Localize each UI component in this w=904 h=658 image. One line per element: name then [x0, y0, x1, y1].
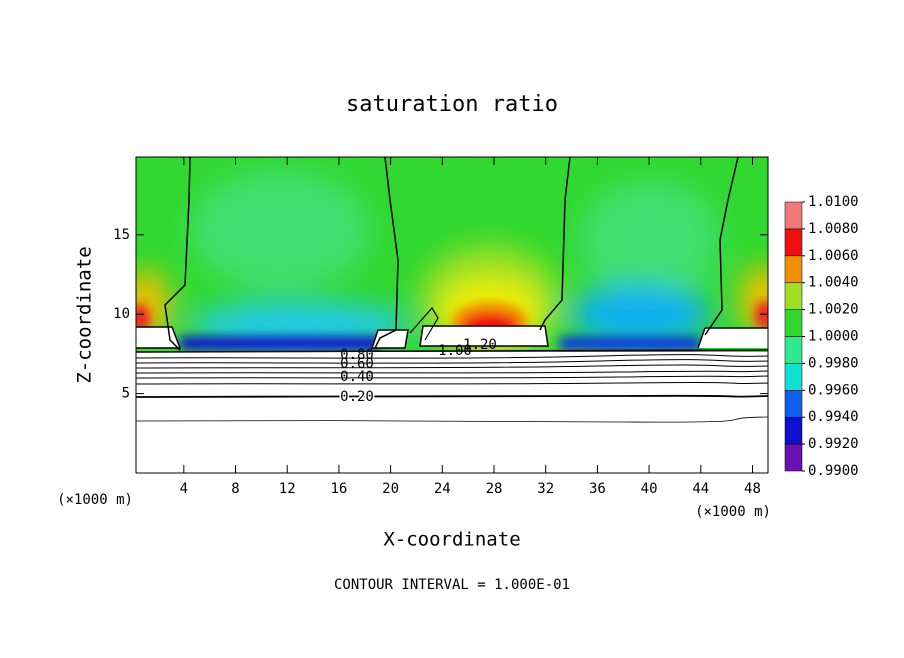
colorbar-tick-label: 1.0060	[808, 248, 859, 264]
x-tick-label: 36	[589, 481, 606, 497]
colorbar-tick-label: 1.0040	[808, 275, 859, 291]
contour-label: 1.20	[463, 337, 497, 353]
colorbar-swatch	[784, 228, 803, 257]
x-axis-title: X-coordinate	[383, 529, 520, 551]
colorbar-swatch	[784, 255, 803, 283]
y-unit-label: (×1000 m)	[695, 504, 771, 520]
colorbar-swatch	[784, 201, 803, 230]
x-tick-label: 28	[486, 481, 503, 497]
colorbar-tick-label: 0.9900	[808, 463, 859, 479]
y-axis-title: Z-coordinate	[74, 246, 96, 383]
field	[136, 157, 768, 473]
colorbar-swatch	[784, 309, 803, 337]
colorbar-swatch	[784, 282, 803, 310]
colorbar-tick-label: 0.9980	[808, 355, 859, 371]
x-tick-label: 12	[279, 481, 296, 497]
footnote: CONTOUR INTERVAL = 1.000E-01	[334, 577, 570, 593]
x-tick-label: 48	[744, 481, 761, 497]
x-tick-label: 40	[641, 481, 658, 497]
colorbar-tick-label: 0.9920	[808, 436, 859, 452]
colorbar-tick-label: 1.0020	[808, 302, 859, 318]
contour-label: 0.40	[340, 369, 374, 385]
colorbar-swatch	[784, 443, 803, 472]
colorbar-tick-label: 1.0080	[808, 221, 859, 237]
contour-label: 0.20	[340, 389, 374, 405]
x-tick-label: 32	[537, 481, 554, 497]
x-tick-label: 20	[382, 481, 399, 497]
x-tick-label: 16	[330, 481, 347, 497]
contour-label: 1.00	[438, 343, 472, 359]
x-tick-label: 8	[231, 481, 239, 497]
colorbar-tick-label: 0.9940	[808, 409, 859, 425]
y-tick-label: 5	[122, 386, 130, 402]
colorbar-swatch	[784, 416, 803, 445]
contour-label: 0.80	[340, 347, 374, 363]
x-tick-label: 4	[180, 481, 188, 497]
colorbar-swatch	[784, 363, 803, 391]
contour-label: 0.60	[340, 356, 374, 372]
x-unit-label: (×1000 m)	[57, 492, 133, 508]
colorbar-swatch	[784, 336, 803, 364]
plot-frame	[135, 156, 769, 474]
colorbar-tick-label: 1.0100	[808, 194, 859, 210]
y-tick-label: 10	[113, 306, 130, 322]
x-tick-label: 24	[434, 481, 451, 497]
colorbar-swatch	[784, 390, 803, 418]
colorbar-tick-label: 1.0000	[808, 329, 859, 345]
y-tick-label: 15	[113, 227, 130, 243]
colorbar-tick-label: 0.9960	[808, 382, 859, 398]
chart-title: saturation ratio	[346, 92, 558, 117]
x-tick-label: 44	[692, 481, 709, 497]
